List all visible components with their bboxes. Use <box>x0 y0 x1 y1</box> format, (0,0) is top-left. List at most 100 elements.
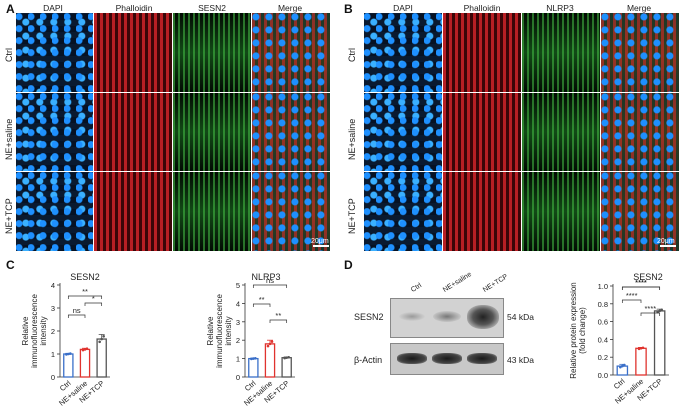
blot-strip-actin <box>390 343 504 375</box>
data-point <box>266 344 270 348</box>
panel-letter-a: A <box>6 2 15 16</box>
blot-lane-label: Ctrl <box>410 282 423 294</box>
data-point <box>100 337 103 341</box>
panel-b-col-phalloidin: Phalloidin <box>463 3 501 13</box>
data-point <box>637 347 641 351</box>
panel-a-col-phalloidin: Phalloidin <box>115 3 153 13</box>
y-tick-label: 4 <box>236 299 240 308</box>
y-axis-label: intensity <box>39 316 48 345</box>
panel-a-tile-ne-tcp-green <box>173 172 251 251</box>
panel-letter-b: B <box>344 2 353 16</box>
panel-a-tile-ne-saline-green <box>173 93 251 171</box>
data-point <box>641 346 645 350</box>
y-tick-label: 5 <box>236 281 240 290</box>
y-tick-label: 0.4 <box>598 335 608 344</box>
data-point <box>85 347 89 351</box>
panel-a-col-dapi: DAPI <box>43 3 63 13</box>
data-point <box>102 334 105 338</box>
significance-bracket <box>269 319 288 323</box>
data-point <box>252 357 255 360</box>
panel-a-tile-ctrl-green <box>173 13 251 92</box>
significance-bracket <box>621 286 661 290</box>
panel-a-tile-ne-saline-phal <box>94 93 172 171</box>
bar <box>63 353 74 378</box>
y-axis-label: Relative protein expression <box>569 282 578 379</box>
panel-b-tile-ne-saline-dapi <box>364 93 442 171</box>
y-tick-label: 0 <box>51 373 55 382</box>
data-point <box>254 356 257 360</box>
panel-a-row-ctrl: Ctrl <box>4 48 14 62</box>
significance-label: **** <box>626 291 638 300</box>
panel-b-tile-ctrl-phal <box>443 13 521 92</box>
bar <box>653 310 666 376</box>
bar <box>79 348 91 378</box>
significance-bracket <box>67 314 86 318</box>
blot-row-label-actin: β-Actin <box>354 355 383 365</box>
panel-b-tile-ctrl-dapi <box>364 13 442 92</box>
panel-a-tile-ctrl-phal <box>94 13 172 92</box>
data-point <box>270 340 274 343</box>
y-axis-label: (fold change) <box>578 307 587 354</box>
y-tick-label: 0.8 <box>598 300 608 309</box>
y-axis-label: immunofluorescence <box>30 294 39 368</box>
y-axis-label: immunofluorescence <box>215 294 224 368</box>
y-tick-label: 1 <box>51 350 55 359</box>
panel-a-tile-ne-saline-merge <box>252 93 330 171</box>
panel-b-row-ne-saline: NE+saline <box>347 118 357 160</box>
significance-bracket <box>252 284 288 288</box>
data-point <box>83 348 87 351</box>
blot-lane-label: NE+TCP <box>482 273 510 294</box>
bar <box>281 357 292 378</box>
data-point <box>268 342 272 346</box>
data-point <box>287 355 290 359</box>
y-tick-label: 1 <box>236 355 240 364</box>
panel-a-row-ne-saline: NE+saline <box>4 118 14 160</box>
significance-label: ns <box>266 276 274 285</box>
data-point <box>619 365 622 369</box>
significance-bracket <box>67 295 103 299</box>
data-point <box>639 347 643 350</box>
y-axis-label: Relative <box>21 316 30 345</box>
y-tick-label: 3 <box>236 318 240 327</box>
blot-band-actin-tcp <box>467 353 497 364</box>
data-point <box>81 348 85 352</box>
significance-bracket <box>84 302 103 306</box>
panel-a-row-ne-tcp: NE+TCP <box>4 198 14 234</box>
chart-title: SESN2 <box>633 272 663 282</box>
bar <box>96 338 107 378</box>
panel-b-col-dapi: DAPI <box>393 3 413 13</box>
blot-strip-sesn2 <box>390 298 504 338</box>
blot-lane-label: NE+saline <box>442 270 473 294</box>
y-tick-label: 0.0 <box>598 371 608 380</box>
significance-label: * <box>92 294 95 303</box>
y-tick-label: 1.0 <box>598 282 608 291</box>
panel-b-tile-ctrl-green <box>522 13 600 92</box>
blot-band-actin-ctrl <box>397 353 427 364</box>
panel-a-scale-label: 20μm <box>311 238 329 245</box>
significance-label: ** <box>82 287 88 296</box>
data-point <box>660 308 663 312</box>
significance-label: ns <box>73 306 81 315</box>
y-tick-label: 0.2 <box>598 353 608 362</box>
significance-label: ** <box>259 295 265 304</box>
panel-d-chart: SESN2 Relative protein expression (fold ch… <box>569 272 669 406</box>
panel-a-col-sesn2: SESN2 <box>198 3 226 13</box>
data-point <box>98 340 101 344</box>
panel-a-scale-bar <box>313 245 329 247</box>
chart-title: SESN2 <box>70 272 100 282</box>
y-tick-label: 0.6 <box>598 318 608 327</box>
data-point <box>285 356 288 359</box>
panel-a-tile-ne-tcp-merge <box>252 172 330 251</box>
panel-b-row-ctrl: Ctrl <box>347 48 357 62</box>
significance-bracket <box>640 312 661 316</box>
panel-letter-d: D <box>344 258 353 272</box>
data-point <box>621 364 624 368</box>
data-point <box>250 357 253 361</box>
panel-b-tile-ne-saline-green <box>522 93 600 171</box>
panel-b-scale-label: 20μm <box>657 238 675 245</box>
bar <box>264 343 276 378</box>
data-point <box>67 352 70 356</box>
y-axis-label: intensity <box>224 316 233 345</box>
y-tick-label: 0 <box>236 373 240 382</box>
panel-b-tile-ne-saline-merge <box>601 93 679 171</box>
